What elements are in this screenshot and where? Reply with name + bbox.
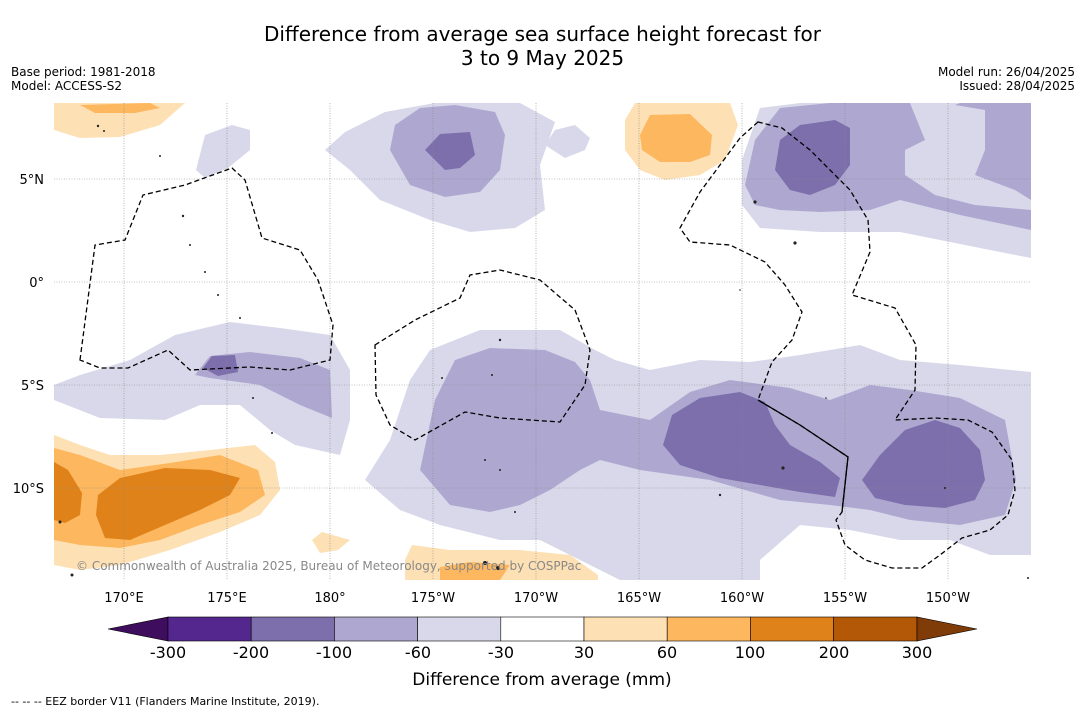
lon-label: 160°W	[720, 591, 764, 606]
colorbar-extend-low	[107, 616, 169, 642]
lat-label: 5°S	[21, 379, 44, 394]
issued-date: Issued: 28/04/2025	[959, 79, 1075, 93]
map-plot-area	[54, 103, 1031, 580]
lat-label: 5°N	[20, 173, 45, 188]
meta-left: Base period: 1981-2018 Model: ACCESS-S2	[11, 65, 156, 93]
lon-label: 175°E	[207, 591, 247, 606]
colorbar-tick: -200	[233, 643, 269, 662]
colorbar-tick-labels: -300 -200 -100 -60 -30 30 60 100 200 300	[150, 643, 932, 662]
lon-label: 180°	[314, 591, 345, 606]
colorbar-segment	[583, 616, 668, 642]
lat-label: 0°	[29, 276, 44, 291]
colorbar-segment	[250, 616, 335, 642]
lon-label: 170°E	[104, 591, 144, 606]
graticule	[54, 103, 1031, 580]
eez-borders-solid	[757, 399, 849, 513]
colorbar-tick: -60	[405, 643, 431, 662]
model-name: Model: ACCESS-S2	[11, 79, 123, 93]
colorbar-tick: 100	[735, 643, 766, 662]
base-period: Base period: 1981-2018	[11, 65, 156, 79]
lon-label: 150°W	[926, 591, 970, 606]
title-line-1: Difference from average sea surface heig…	[263, 22, 822, 46]
colorbar-tick: 200	[819, 643, 850, 662]
lon-label: 155°W	[823, 591, 867, 606]
colorbar-segment	[167, 616, 252, 642]
longitude-labels: 170°E 175°E 180° 175°W 170°W 165°W 160°W…	[104, 591, 970, 606]
colorbar-title: Difference from average (mm)	[412, 670, 671, 690]
colorbar-segment	[417, 616, 502, 642]
colorbar-segment	[750, 616, 834, 642]
model-run: Model run: 26/04/2025	[937, 65, 1075, 79]
map-title: Difference from average sea surface heig…	[0, 22, 1085, 70]
islands	[58, 124, 1029, 579]
colorbar-segment	[500, 616, 585, 642]
lon-label: 170°W	[514, 591, 558, 606]
colorbar-extend-high	[916, 616, 978, 642]
lat-label: 10°S	[13, 482, 44, 497]
colorbar: -300 -200 -100 -60 -30 30 60 100 200 300…	[107, 616, 978, 690]
eez-footnote: -- -- -- EEZ border V11 (Flanders Marine…	[11, 695, 320, 708]
colorbar-tick: -30	[488, 643, 514, 662]
contour-fill-dark-lavender	[203, 120, 985, 508]
lon-label: 165°W	[617, 591, 661, 606]
title-line-2: 3 to 9 May 2025	[460, 46, 625, 70]
lon-label: 175°W	[411, 591, 455, 606]
colorbar-tick: 30	[574, 643, 594, 662]
colorbar-segment	[666, 616, 751, 642]
meta-right: Model run: 26/04/2025 Issued: 28/04/2025	[938, 65, 1075, 93]
colorbar-tick: -100	[316, 643, 352, 662]
eez-borders	[79, 121, 1016, 569]
latitude-labels: 5°N 0° 5°S 10°S	[13, 173, 44, 497]
colorbar-tick: 300	[902, 643, 933, 662]
colorbar-tick: -300	[150, 643, 186, 662]
colorbar-tick: 60	[657, 643, 677, 662]
copyright-notice: © Commonwealth of Australia 2025, Bureau…	[76, 559, 581, 573]
colorbar-segment	[334, 616, 418, 642]
contour-fill-dark-orange	[54, 462, 240, 540]
colorbar-segment	[833, 616, 918, 642]
